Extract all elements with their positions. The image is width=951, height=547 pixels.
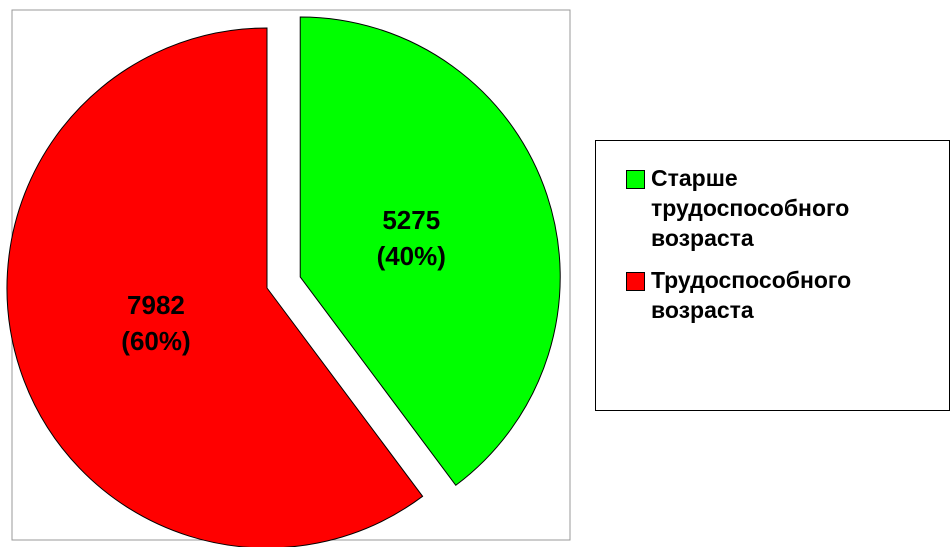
- data-label: (60%): [121, 326, 190, 356]
- legend: Старше трудоспособного возраста Трудоспос…: [595, 140, 950, 411]
- data-label: 7982: [127, 290, 185, 320]
- legend-entry: Трудоспособного возраста: [626, 265, 949, 325]
- legend-label: Старше трудоспособного возраста: [651, 165, 850, 251]
- data-label: 5275: [382, 205, 440, 235]
- data-label: (40%): [377, 241, 446, 271]
- legend-swatch: [626, 272, 645, 291]
- pie-slice: [6, 27, 424, 547]
- legend-entry: Старше трудоспособного возраста: [626, 163, 949, 253]
- pie-slice: [299, 16, 561, 486]
- legend-swatch: [626, 170, 645, 189]
- legend-label: Трудоспособного возраста: [651, 267, 852, 323]
